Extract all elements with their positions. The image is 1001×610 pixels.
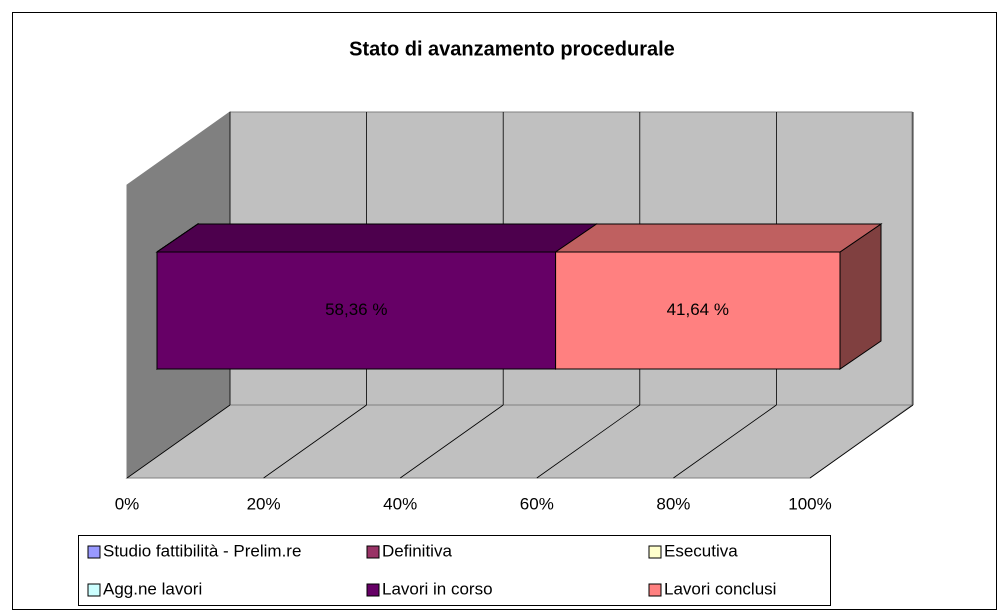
x-tick-label: 100% xyxy=(788,494,831,513)
legend-swatch xyxy=(366,583,380,597)
data-label: 41,64 % xyxy=(667,300,729,319)
legend-swatch xyxy=(87,583,101,597)
grid-line xyxy=(399,404,504,479)
bar xyxy=(555,251,841,370)
x-tick-label: 60% xyxy=(520,494,554,513)
grid-line xyxy=(263,404,367,479)
grid-line xyxy=(809,404,914,479)
bar-top xyxy=(155,223,599,253)
legend-swatch xyxy=(366,545,380,559)
legend-label: Lavori conclusi xyxy=(664,579,776,598)
legend-label: Agg.ne lavori xyxy=(103,579,202,598)
x-tick-label: 40% xyxy=(383,494,417,513)
x-tick-label: 20% xyxy=(247,494,281,513)
legend-swatch xyxy=(648,583,662,597)
legend-label: Lavori in corso xyxy=(382,579,493,598)
x-tick-label: 80% xyxy=(656,494,690,513)
bar-top xyxy=(553,223,883,253)
legend-swatch xyxy=(648,545,662,559)
legend-label: Esecutiva xyxy=(664,541,738,560)
grid-line xyxy=(536,404,641,479)
data-label: 58,36 % xyxy=(325,300,387,319)
legend xyxy=(78,535,831,606)
chart-title: Stato di avanzamento procedurale xyxy=(349,38,675,60)
grid-line xyxy=(126,404,231,479)
floor xyxy=(125,404,914,479)
legend-label: Definitiva xyxy=(382,541,452,560)
legend-label: Studio fattibilità - Prelim.re xyxy=(103,541,301,560)
grid-line xyxy=(673,404,777,479)
legend-swatch xyxy=(87,545,101,559)
x-tick-label: 0% xyxy=(115,494,140,513)
bar xyxy=(156,251,557,370)
